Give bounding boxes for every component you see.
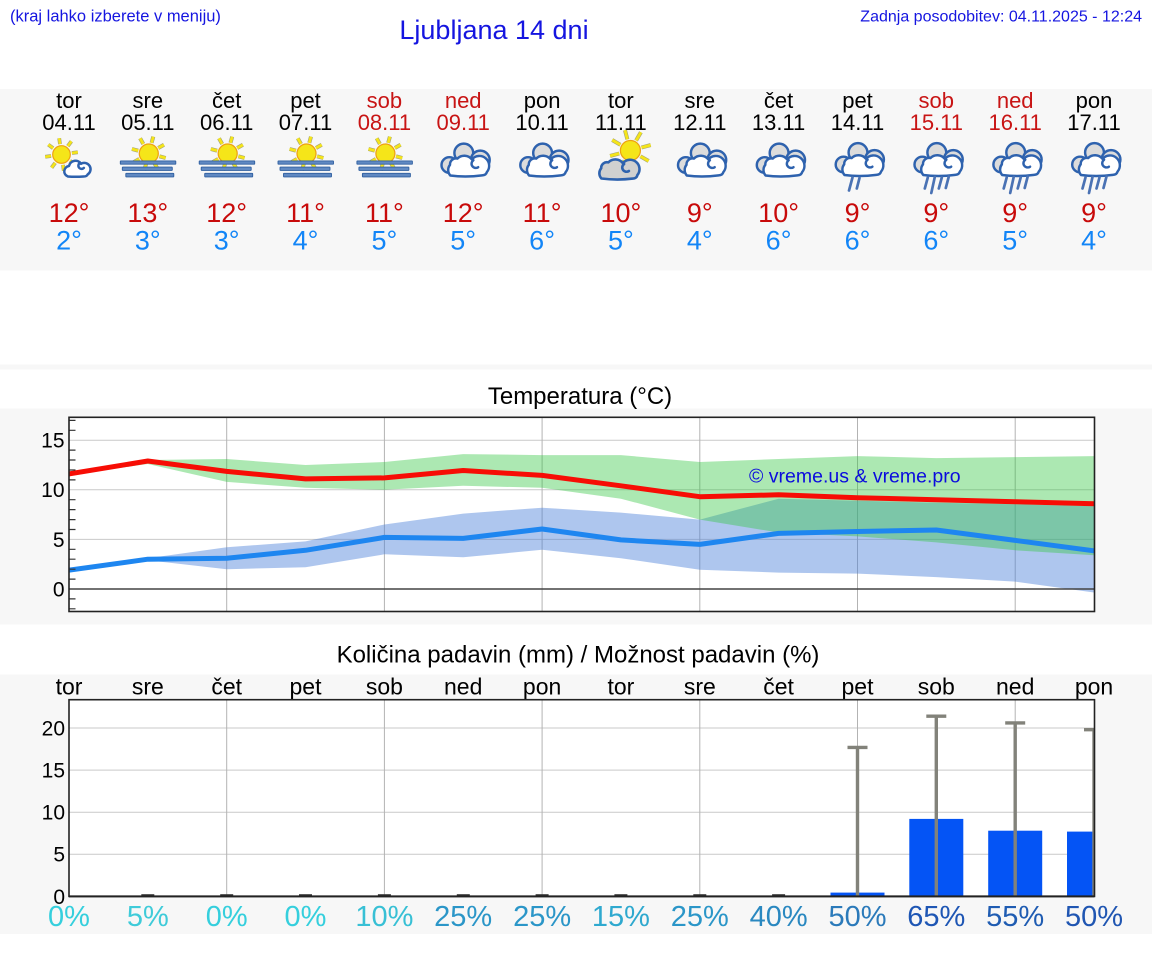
svg-text:25%: 25% (434, 901, 492, 933)
svg-text:11.11: 11.11 (595, 110, 647, 135)
svg-text:Količina padavin (mm) / Možnos: Količina padavin (mm) / Možnost padavin … (337, 642, 820, 669)
svg-text:ned: ned (997, 88, 1034, 113)
svg-text:0: 0 (53, 886, 65, 909)
svg-text:pon: pon (1076, 88, 1113, 113)
svg-text:50%: 50% (828, 901, 886, 933)
svg-text:25%: 25% (671, 901, 729, 933)
svg-text:tor: tor (607, 674, 634, 700)
svg-text:11°: 11° (286, 198, 325, 228)
svg-text:0%: 0% (206, 901, 248, 933)
svg-text:5: 5 (53, 844, 65, 867)
svg-text:3°: 3° (214, 226, 240, 256)
svg-text:tor: tor (608, 88, 634, 113)
svg-text:12°: 12° (206, 198, 247, 228)
svg-text:sre: sre (684, 674, 716, 700)
svg-text:15%: 15% (592, 901, 650, 933)
svg-text:11°: 11° (365, 198, 404, 228)
svg-text:sob: sob (367, 88, 402, 113)
svg-text:17.11: 17.11 (1067, 110, 1120, 135)
svg-text:čet: čet (211, 674, 242, 700)
svg-text:15.11: 15.11 (910, 110, 963, 135)
svg-text:07.11: 07.11 (279, 110, 332, 135)
svg-text:10: 10 (42, 802, 65, 825)
svg-text:tor: tor (56, 674, 83, 700)
svg-text:pet: pet (290, 88, 321, 113)
svg-text:6°: 6° (923, 226, 949, 256)
svg-text:pet: pet (290, 674, 323, 700)
svg-text:5°: 5° (371, 226, 397, 256)
svg-text:25%: 25% (513, 901, 571, 933)
svg-text:pon: pon (524, 88, 561, 113)
svg-text:20: 20 (42, 717, 65, 740)
svg-text:pon: pon (523, 674, 561, 700)
svg-text:9°: 9° (845, 198, 871, 228)
svg-text:04.11: 04.11 (42, 110, 95, 135)
svg-text:06.11: 06.11 (200, 110, 253, 135)
svg-text:sre: sre (132, 674, 164, 700)
svg-text:© vreme.us & vreme.pro: © vreme.us & vreme.pro (749, 466, 961, 488)
svg-text:10°: 10° (758, 198, 799, 228)
svg-text:12°: 12° (49, 198, 90, 228)
svg-text:6°: 6° (845, 226, 871, 256)
svg-text:4°: 4° (687, 226, 713, 256)
svg-text:12°: 12° (443, 198, 484, 228)
svg-text:9°: 9° (1002, 198, 1028, 228)
svg-text:Zadnja posodobitev: 04.11.2025: Zadnja posodobitev: 04.11.2025 - 12:24 (860, 9, 1142, 26)
svg-text:9°: 9° (687, 198, 713, 228)
svg-text:08.11: 08.11 (358, 110, 411, 135)
svg-text:0: 0 (53, 578, 65, 601)
svg-text:2°: 2° (56, 226, 82, 256)
svg-text:9°: 9° (1081, 198, 1107, 228)
svg-text:11°: 11° (523, 198, 562, 228)
svg-text:pon: pon (1075, 674, 1113, 700)
svg-text:0%: 0% (285, 901, 327, 933)
svg-text:16.11: 16.11 (988, 110, 1041, 135)
svg-text:sob: sob (918, 674, 955, 700)
svg-text:čet: čet (764, 88, 793, 113)
svg-text:15: 15 (42, 760, 65, 783)
svg-text:40%: 40% (750, 901, 808, 933)
svg-text:ned: ned (445, 88, 482, 113)
svg-text:pet: pet (842, 88, 873, 113)
svg-text:sre: sre (133, 88, 164, 113)
svg-text:čet: čet (212, 88, 241, 113)
svg-text:4°: 4° (293, 226, 319, 256)
svg-text:50%: 50% (1065, 901, 1123, 933)
svg-text:10: 10 (41, 479, 64, 502)
svg-text:5°: 5° (450, 226, 476, 256)
svg-text:5°: 5° (608, 226, 634, 256)
svg-text:sob: sob (366, 674, 403, 700)
svg-text:10.11: 10.11 (515, 110, 568, 135)
svg-text:ned: ned (444, 674, 482, 700)
svg-text:10%: 10% (355, 901, 413, 933)
svg-text:5%: 5% (127, 901, 169, 933)
svg-text:ned: ned (996, 674, 1034, 700)
svg-text:13°: 13° (127, 198, 168, 228)
svg-text:0%: 0% (48, 901, 90, 933)
svg-text:9°: 9° (923, 198, 949, 228)
svg-text:Ljubljana 14 dni: Ljubljana 14 dni (399, 15, 588, 45)
svg-text:3°: 3° (135, 226, 161, 256)
svg-text:pet: pet (842, 674, 875, 700)
svg-text:65%: 65% (907, 901, 965, 933)
svg-text:05.11: 05.11 (121, 110, 174, 135)
svg-text:5: 5 (53, 529, 65, 552)
svg-text:10°: 10° (600, 198, 641, 228)
svg-text:09.11: 09.11 (436, 110, 489, 135)
svg-text:tor: tor (56, 88, 82, 113)
svg-text:12.11: 12.11 (673, 110, 726, 135)
svg-text:15: 15 (41, 430, 64, 453)
svg-text:6°: 6° (766, 226, 792, 256)
svg-text:Temperatura (°C): Temperatura (°C) (488, 383, 672, 410)
svg-text:sre: sre (685, 88, 716, 113)
svg-text:čet: čet (763, 674, 794, 700)
svg-text:55%: 55% (986, 901, 1044, 933)
svg-text:(kraj lahko izberete v meniju): (kraj lahko izberete v meniju) (10, 8, 221, 26)
svg-text:14.11: 14.11 (831, 110, 884, 135)
svg-text:6°: 6° (529, 226, 555, 256)
svg-text:sob: sob (919, 88, 954, 113)
svg-text:13.11: 13.11 (752, 110, 805, 135)
svg-text:4°: 4° (1081, 226, 1107, 256)
svg-text:5°: 5° (1002, 226, 1028, 256)
